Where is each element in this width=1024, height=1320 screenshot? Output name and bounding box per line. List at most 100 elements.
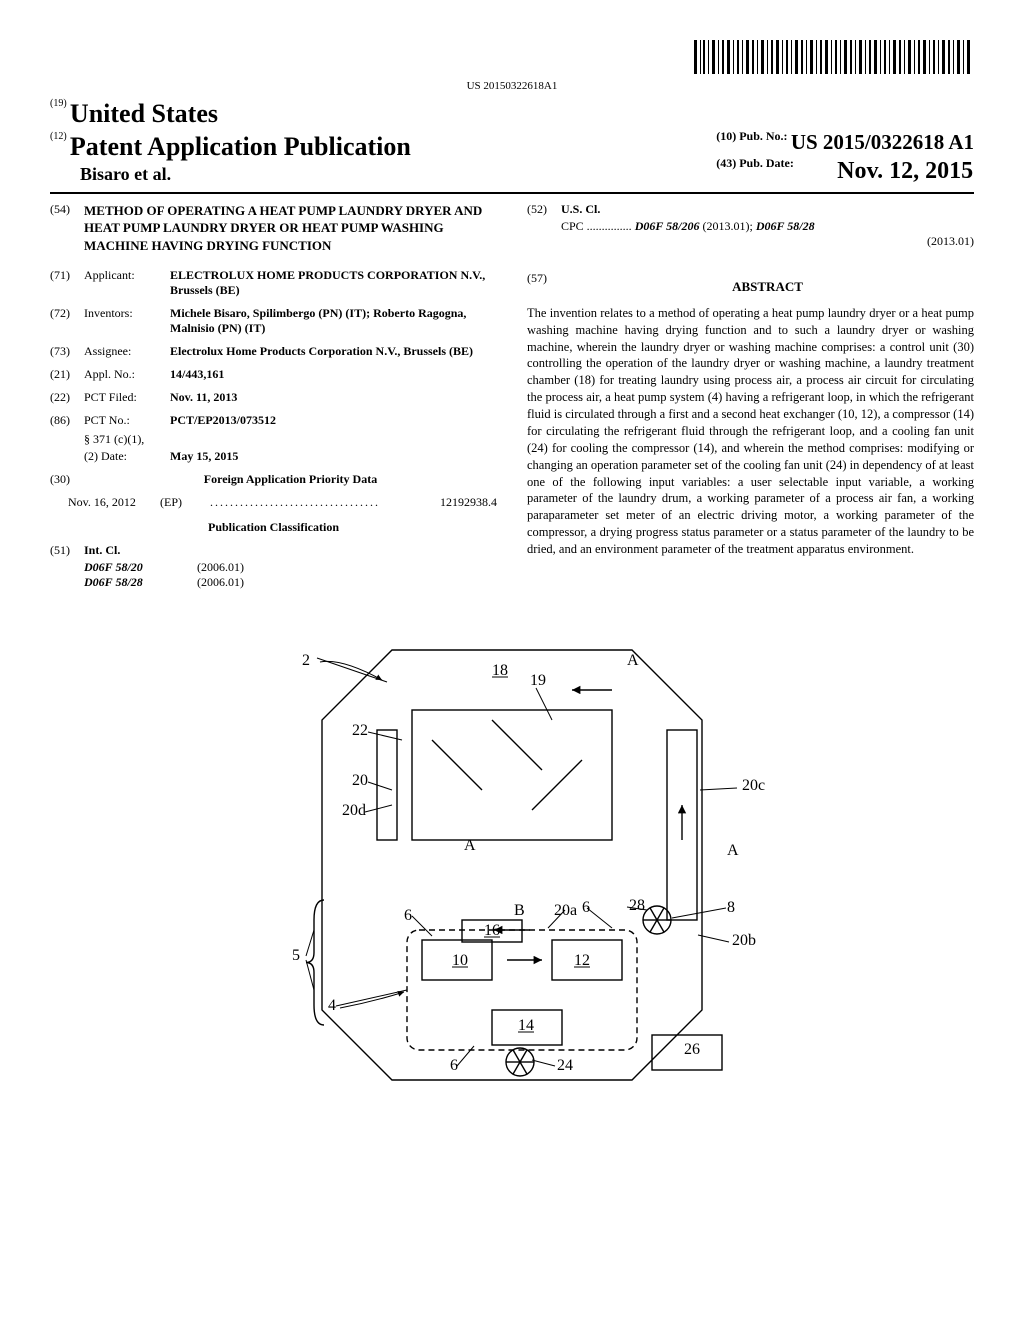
svg-text:6: 6: [450, 1057, 458, 1074]
header-right: (10) Pub. No.: US 2015/0322618 A1 (43) P…: [716, 129, 974, 185]
patent-figure: 21918222020d20cAAAB20a628820b10121416662…: [232, 610, 792, 1110]
right-column: (52) U.S. Cl. CPC ............... D06F 5…: [527, 202, 974, 591]
applno-code: (21): [50, 367, 84, 382]
svg-text:14: 14: [518, 1017, 534, 1034]
uscl-field: (52) U.S. Cl.: [527, 202, 974, 217]
pctfiled-value: Nov. 11, 2013: [170, 390, 497, 405]
svg-text:24: 24: [557, 1057, 573, 1074]
title-field: (54) METHOD OF OPERATING A HEAT PUMP LAU…: [50, 202, 497, 255]
abstract-heading-row: (57) ABSTRACT: [527, 271, 974, 305]
priority-appno: 12192938.4: [407, 495, 497, 510]
header-left: (19) United States (12) Patent Applicati…: [50, 98, 411, 186]
barcode-number: US 20150322618A1: [50, 80, 974, 94]
intcl-code: (51): [50, 543, 84, 558]
svg-text:18: 18: [492, 662, 508, 679]
svg-text:2: 2: [302, 652, 310, 669]
svg-text:4: 4: [328, 997, 336, 1014]
bibliographic-columns: (54) METHOD OF OPERATING A HEAT PUMP LAU…: [50, 202, 974, 591]
svg-text:20c: 20c: [742, 777, 765, 794]
svg-text:20b: 20b: [732, 932, 756, 949]
svg-text:A: A: [627, 652, 639, 669]
svg-text:A: A: [727, 842, 739, 859]
uscl-code: (52): [527, 202, 561, 217]
applno-value: 14/443,161: [170, 367, 497, 382]
priority-country: (EP): [160, 495, 210, 510]
inventors-field: (72) Inventors: Michele Bisaro, Spilimbe…: [50, 306, 497, 336]
intcl-field: (51) Int. Cl.: [50, 543, 497, 558]
author-line: Bisaro et al.: [50, 163, 411, 186]
svg-text:22: 22: [352, 722, 368, 739]
pctfiled-field: (22) PCT Filed: Nov. 11, 2013: [50, 390, 497, 405]
cpc-2: D06F 58/28: [756, 219, 815, 233]
document-header: (19) United States (12) Patent Applicati…: [50, 98, 974, 194]
svg-text:8: 8: [727, 899, 735, 916]
authority-name: United States: [70, 99, 218, 128]
title-text: METHOD OF OPERATING A HEAT PUMP LAUNDRY …: [84, 202, 497, 255]
cpc-line-2: (2013.01): [527, 234, 974, 249]
priority-heading: Foreign Application Priority Data: [84, 472, 497, 487]
s371-label: § 371 (c)(1),: [84, 432, 170, 447]
svg-text:20: 20: [352, 772, 368, 789]
doctype: Patent Application Publication: [70, 132, 411, 161]
svg-text:5: 5: [292, 947, 300, 964]
pctfiled-code: (22): [50, 390, 84, 405]
priority-dots: ..................................: [210, 495, 407, 510]
title-code: (54): [50, 202, 84, 255]
svg-text:26: 26: [684, 1041, 700, 1058]
svg-text:B: B: [514, 902, 525, 919]
s371-date-label: (2) Date:: [84, 449, 170, 464]
intcl-ver-0: (2006.01): [197, 560, 244, 574]
doctype-code: (12): [50, 131, 67, 142]
svg-text:10: 10: [452, 952, 468, 969]
svg-text:20a: 20a: [554, 902, 577, 919]
assignee-field: (73) Assignee: Electrolux Home Products …: [50, 344, 497, 359]
pubno-label: (10) Pub. No.:: [716, 129, 787, 143]
figure-area: 21918222020d20cAAAB20a628820b10121416662…: [50, 610, 974, 1114]
intcl-row-0: D06F 58/20 (2006.01): [50, 560, 497, 575]
pubclass-heading: Publication Classification: [50, 520, 497, 535]
pctfiled-label: PCT Filed:: [84, 390, 170, 405]
pctno-code: (86): [50, 413, 84, 428]
applicant-field: (71) Applicant: ELECTROLUX HOME PRODUCTS…: [50, 268, 497, 298]
priority-row: Nov. 16, 2012 (EP) .....................…: [50, 495, 497, 510]
applicant-value: ELECTROLUX HOME PRODUCTS CORPORATION N.V…: [170, 268, 497, 298]
intcl-label: Int. Cl.: [84, 543, 497, 558]
pctno-field: (86) PCT No.: PCT/EP2013/073512: [50, 413, 497, 428]
applno-label: Appl. No.:: [84, 367, 170, 382]
authority-code: (19): [50, 98, 67, 109]
intcl-class-1: D06F 58/28: [84, 575, 194, 590]
priority-date: Nov. 16, 2012: [50, 495, 160, 510]
svg-text:28: 28: [629, 897, 645, 914]
priority-code: (30): [50, 472, 84, 487]
intcl-row-1: D06F 58/28 (2006.01): [50, 575, 497, 590]
abstract-heading: ABSTRACT: [561, 279, 974, 295]
s371-date-field: (2) Date: May 15, 2015: [50, 449, 497, 464]
abstract-code: (57): [527, 271, 561, 305]
svg-text:6: 6: [404, 907, 412, 924]
svg-text:6: 6: [582, 899, 590, 916]
barcode-icon: [694, 40, 974, 78]
pctno-value: PCT/EP2013/073512: [170, 413, 497, 428]
cpc-1-ver: (2013.01);: [702, 219, 752, 233]
cpc-2-ver: (2013.01): [927, 234, 974, 248]
uscl-label: U.S. Cl.: [561, 202, 974, 217]
cpc-lead: CPC ...............: [561, 219, 632, 233]
applicant-code: (71): [50, 268, 84, 298]
pctno-label: PCT No.:: [84, 413, 170, 428]
s371-field: § 371 (c)(1),: [50, 432, 497, 447]
svg-text:16: 16: [484, 922, 500, 939]
pubdate-value: Nov. 12, 2015: [837, 158, 973, 184]
inventors-value: Michele Bisaro, Spilimbergo (PN) (IT); R…: [170, 306, 466, 335]
cpc-line: CPC ............... D06F 58/206 (2013.01…: [527, 219, 974, 234]
svg-text:20d: 20d: [342, 802, 366, 819]
cpc-1: D06F 58/206: [635, 219, 700, 233]
assignee-value: Electrolux Home Products Corporation N.V…: [170, 344, 497, 359]
applno-field: (21) Appl. No.: 14/443,161: [50, 367, 497, 382]
priority-heading-field: (30) Foreign Application Priority Data: [50, 472, 497, 487]
assignee-label: Assignee:: [84, 344, 170, 359]
intcl-ver-1: (2006.01): [197, 575, 244, 589]
svg-text:12: 12: [574, 952, 590, 969]
assignee-code: (73): [50, 344, 84, 359]
pubno-value: US 2015/0322618 A1: [791, 130, 974, 154]
applicant-label: Applicant:: [84, 268, 170, 298]
